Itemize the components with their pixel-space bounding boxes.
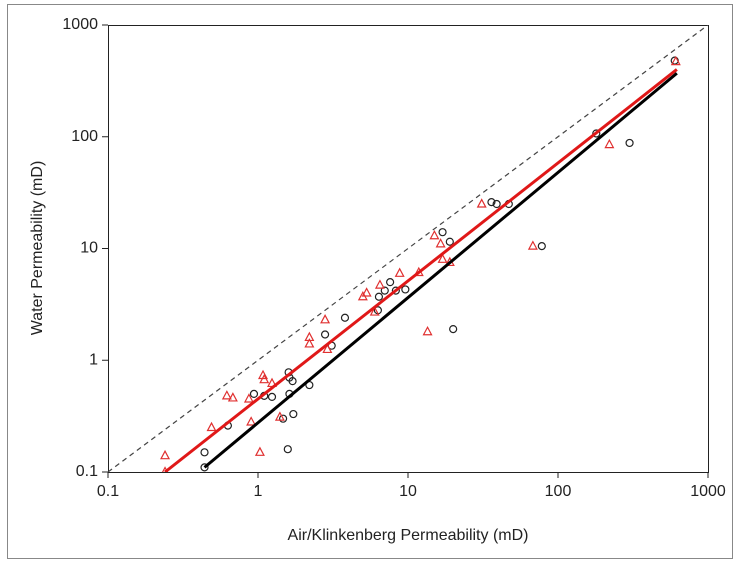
triangle-point — [206, 421, 217, 432]
circle-point — [278, 414, 288, 423]
x-tick-label: 1 — [254, 483, 263, 500]
circle-point — [380, 286, 389, 295]
circle-point — [386, 278, 395, 287]
circle-point — [592, 129, 601, 138]
circle-point — [289, 409, 298, 419]
y-tick-label: 0.1 — [76, 463, 98, 480]
circle-point — [374, 292, 384, 301]
circle-point — [200, 448, 209, 457]
circle-point — [391, 286, 400, 295]
circle-point — [492, 199, 501, 209]
circle-point — [537, 242, 546, 251]
circle-point — [288, 377, 297, 386]
triangle-point — [422, 325, 433, 336]
triangle-point — [670, 55, 681, 66]
triangle-point — [304, 331, 315, 342]
circle-point — [449, 324, 458, 334]
triangle-point — [243, 393, 254, 403]
plot-area — [108, 25, 708, 472]
y-tick-label: 1000 — [62, 16, 98, 33]
y-tick-label: 100 — [71, 128, 98, 145]
triangle-point — [369, 306, 380, 316]
circle-point — [445, 237, 454, 246]
x-axis-label: Air/Klinkenberg Permeability (mD) — [288, 527, 529, 544]
circle-point — [200, 463, 209, 472]
x-tick-label: 100 — [545, 483, 572, 500]
triangle-point — [435, 238, 446, 248]
one-to-one-line — [108, 25, 708, 472]
triangle-point — [160, 449, 171, 460]
triangle-point — [322, 343, 333, 354]
y-axis-label: Water Permeability (mD) — [29, 161, 46, 336]
x-tick-label: 1000 — [690, 483, 726, 500]
triangle-point — [254, 446, 265, 456]
circle-point — [340, 313, 350, 322]
y-tick-label: 1 — [89, 351, 98, 368]
circle-point — [625, 138, 634, 148]
circle-point — [267, 392, 277, 401]
circle-point — [401, 285, 410, 294]
triangle-point — [274, 411, 285, 421]
triangle-point — [361, 287, 372, 297]
triangle-point — [246, 416, 257, 426]
triangle-point — [527, 240, 538, 250]
triangle-point — [604, 138, 615, 149]
circle-point — [438, 228, 447, 237]
triangle-point — [304, 338, 315, 348]
triangle-point — [476, 198, 487, 208]
triangle-point — [394, 267, 405, 277]
triangle-point — [437, 253, 448, 263]
circle-point — [249, 389, 259, 398]
y-tick-label: 10 — [80, 240, 98, 257]
x-tick-label: 10 — [399, 483, 417, 500]
triangle-point — [259, 373, 270, 384]
triangle-point — [227, 392, 238, 402]
triangle-point — [429, 229, 440, 240]
triangle-point — [221, 390, 232, 400]
fit-line — [164, 68, 678, 472]
triangle-point — [374, 279, 385, 289]
chart-frame — [7, 4, 733, 559]
triangle-point — [320, 314, 331, 324]
plot-frame — [108, 25, 709, 473]
circle-point — [283, 445, 292, 454]
fit-line — [203, 72, 678, 469]
circle-point — [487, 198, 496, 207]
circle-point — [320, 330, 330, 339]
x-tick-label: 0.1 — [97, 483, 119, 500]
